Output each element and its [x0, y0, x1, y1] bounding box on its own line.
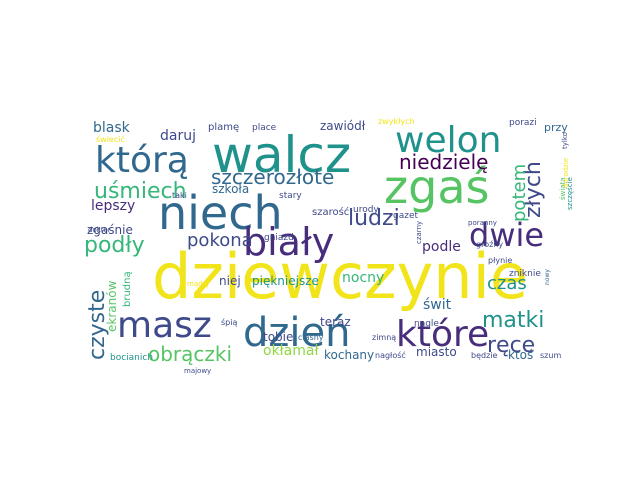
cloud-word-dzien: dzień: [243, 310, 350, 356]
cloud-word-dwie: dwie: [469, 216, 544, 254]
cloud-word-czas: czas: [487, 273, 527, 294]
cloud-word-ludzi: ludzi: [348, 206, 400, 231]
cloud-word-miasto: miasto: [416, 345, 457, 359]
cloud-word-lepszy: lepszy: [91, 198, 135, 214]
cloud-word-poranny: poranny: [468, 219, 497, 227]
cloud-word-podly: podły: [84, 233, 145, 258]
cloud-word-swiecic: świecić: [96, 134, 125, 144]
cloud-word-szum: szum: [540, 351, 561, 360]
cloud-word-ekranow: ekranów: [105, 280, 119, 332]
cloud-word-dziewczynie: dziewczynie: [152, 240, 528, 313]
cloud-word-niej: niej: [219, 274, 241, 288]
cloud-word-szczescie: szczęście: [566, 177, 574, 210]
cloud-word-grozny: groźny: [476, 240, 503, 249]
cloud-word-bedzie: będzie: [471, 351, 498, 360]
cloud-word-spia: śpią: [221, 317, 237, 327]
cloud-word-plynie: płynie: [488, 256, 512, 265]
cloud-word-zgasnie: zgaśnie: [87, 223, 133, 237]
cloud-word-masz: masz: [117, 305, 212, 346]
cloud-word-niech: niech: [158, 186, 283, 240]
cloud-word-teraz: teraz: [320, 315, 351, 329]
cloud-word-nagle: nagle: [414, 319, 439, 329]
cloud-word-welon: welon: [395, 120, 501, 161]
cloud-word-gazet: gazet: [393, 211, 418, 221]
cloud-word-szkola: szkoła: [212, 182, 249, 196]
cloud-word-szczerozlote: szczerozłote: [211, 165, 334, 189]
cloud-word-zimna: zimną: [372, 333, 396, 342]
cloud-word-czarny: czarny: [415, 221, 423, 244]
cloud-word-ktore: które: [396, 314, 489, 355]
cloud-word-pokona: pokona: [187, 230, 253, 251]
cloud-word-naglosc: nagłość: [375, 350, 406, 360]
cloud-word-taki: taki: [172, 191, 187, 200]
cloud-word-przy: przy: [544, 121, 568, 134]
cloud-word-potem: potem: [509, 164, 530, 222]
cloud-word-zniknie: zniknie: [509, 269, 541, 279]
cloud-word-brudna: brudną: [122, 271, 133, 307]
cloud-word-ktos: ktoś: [508, 348, 533, 362]
cloud-word-tylko: tylko: [561, 132, 569, 149]
cloud-word-plame: plamę: [208, 122, 239, 133]
cloud-word-zwyklych: zwykłych: [378, 117, 415, 126]
cloud-word-czyste: czyste: [85, 290, 110, 360]
cloud-word-obraczki: obrączki: [148, 342, 232, 366]
cloud-word-podle: podle: [422, 239, 461, 255]
cloud-word-porazi: porazi: [509, 118, 537, 128]
cloud-word-doktor: doktor: [88, 226, 111, 234]
cloud-word-nowy: nowy: [544, 269, 551, 285]
cloud-word-majowy: majowy: [184, 367, 211, 375]
cloud-word-blask: blask: [93, 120, 131, 136]
cloud-word-kochany: kochany: [324, 348, 374, 362]
cloud-word-matki: matki: [482, 308, 544, 333]
cloud-word-zawiodl: zawiódł: [320, 119, 366, 133]
cloud-word-zlych: złych: [521, 161, 546, 218]
cloud-word-niedziele: niedzielę: [399, 150, 488, 174]
cloud-word-oklamal: okłamał: [263, 343, 318, 359]
cloud-word-walcz: walcz: [212, 126, 351, 184]
cloud-word-usmiech: uśmiech: [94, 179, 187, 204]
cloud-word-bocianich: bocianich: [110, 353, 153, 363]
cloud-word-urody: urody: [353, 205, 379, 215]
cloud-word-place: place: [252, 123, 277, 133]
cloud-word-swiata: świata: [559, 177, 567, 200]
cloud-word-swit: świt: [423, 297, 452, 313]
cloud-word-bialy: biały: [243, 220, 334, 264]
cloud-word-gniazd: gniazd: [264, 233, 294, 243]
cloud-word-madry: mądry: [187, 280, 210, 288]
cloud-word-rece: ręce: [487, 333, 535, 358]
cloud-word-tobie: tobie: [263, 330, 293, 344]
cloud-word-szarosc: szarość: [312, 206, 349, 218]
cloud-word-nocny: nocny: [342, 270, 384, 286]
word-group: dziewczynie walcz zgaś niech dzień welon którą…: [84, 117, 574, 375]
cloud-word-zgas: zgaś: [384, 160, 490, 214]
cloud-word-stary: stary: [279, 191, 302, 201]
cloud-word-ciasny: ciasny: [298, 333, 324, 342]
cloud-word-daruj: daruj: [160, 128, 196, 144]
cloud-word-ktora: którą: [95, 140, 189, 181]
cloud-word-dorodzie: dorodzie: [562, 158, 570, 188]
cloud-word-piekniejsze: piękniejsze: [252, 274, 319, 288]
